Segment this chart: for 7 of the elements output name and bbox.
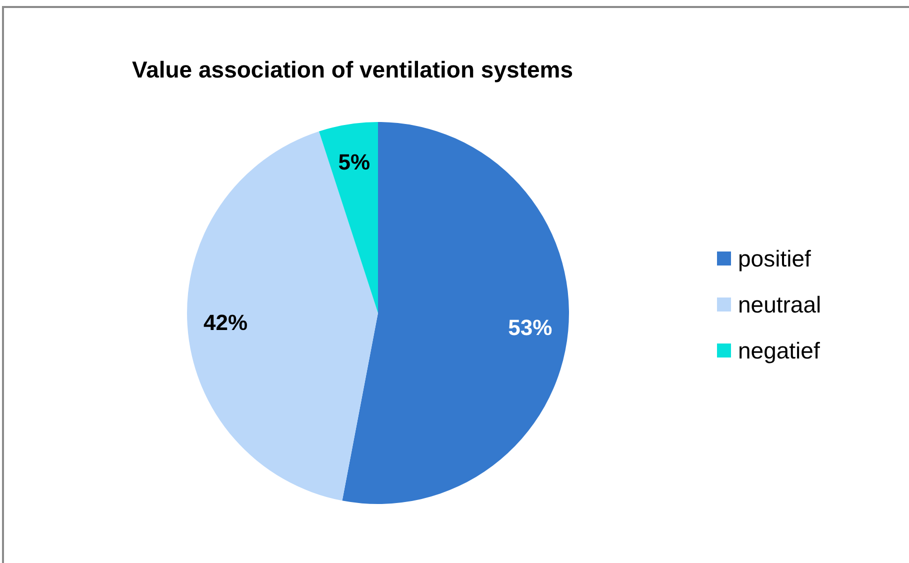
legend-label: neutraal [738,292,822,318]
chart-title: Value association of ventilation systems [132,56,573,82]
data-label: 53% [508,314,552,340]
legend-label: negatief [738,338,820,364]
data-label: 42% [203,310,248,336]
data-label: 5% [338,150,370,175]
legend-label: positief [738,246,812,272]
